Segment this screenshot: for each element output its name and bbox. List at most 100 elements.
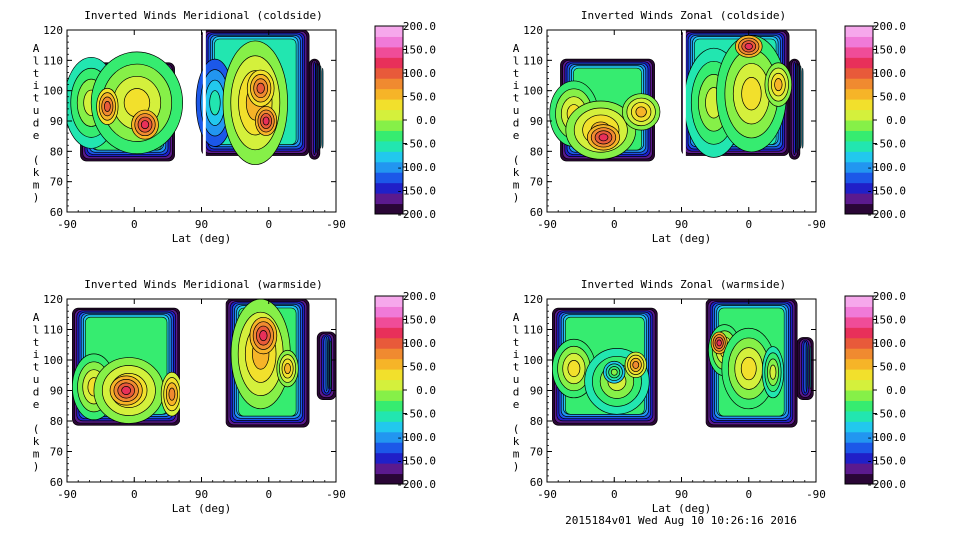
x-tick-label: 0 bbox=[265, 488, 272, 501]
panel-title: Inverted Winds Zonal (warmside) bbox=[581, 278, 786, 291]
y-tick-label: 110 bbox=[523, 324, 543, 337]
x-tick-label: -90 bbox=[806, 488, 826, 501]
x-tick-label: -90 bbox=[57, 488, 77, 501]
colorbar-tick-label: 200.0 bbox=[873, 20, 906, 33]
y-axis-label-char: ) bbox=[513, 460, 520, 473]
y-axis-label-char: t bbox=[513, 336, 520, 349]
colorbar-swatch bbox=[375, 88, 403, 100]
x-tick-label: -90 bbox=[806, 218, 826, 231]
colorbar-swatch bbox=[845, 306, 873, 318]
colorbar-swatch bbox=[375, 473, 403, 485]
colorbar-swatch bbox=[845, 452, 873, 464]
contour-level bbox=[103, 100, 111, 112]
contour-band bbox=[321, 67, 324, 149]
colorbar-swatch bbox=[375, 140, 403, 152]
x-tick-label: 0 bbox=[745, 488, 752, 501]
panel-4: Inverted Winds Zonal (warmside) -90 0 90 0 -9… bbox=[513, 278, 906, 515]
contour-field bbox=[67, 30, 324, 166]
y-axis-label-char: m bbox=[513, 447, 520, 460]
contour-band bbox=[793, 61, 796, 156]
colorbar-swatch bbox=[845, 410, 873, 422]
y-axis-label-char: t bbox=[33, 336, 40, 349]
colorbar-tick-label: -50.0 bbox=[873, 138, 906, 151]
y-axis-label-char: ( bbox=[513, 154, 520, 167]
colorbar-swatch bbox=[845, 99, 873, 111]
y-tick-label: 110 bbox=[523, 54, 543, 67]
x-tick-label: 90 bbox=[675, 488, 688, 501]
y-axis-label-char: A bbox=[513, 311, 520, 324]
colorbar-swatch bbox=[845, 473, 873, 485]
colorbar-tick-label: 200.0 bbox=[403, 290, 436, 303]
y-tick-label: 70 bbox=[50, 176, 63, 189]
colorbar-swatch bbox=[375, 327, 403, 339]
colorbar-tick-label: 0.0 bbox=[416, 114, 436, 127]
y-axis-label-char: ) bbox=[513, 191, 520, 204]
colorbar-swatch bbox=[375, 463, 403, 475]
y-tick-label: 120 bbox=[523, 24, 543, 37]
no-data-gap bbox=[682, 30, 686, 162]
y-axis-label-char: d bbox=[33, 385, 40, 398]
colorbar-tick-label: 0.0 bbox=[886, 384, 906, 397]
y-axis-label-char: ) bbox=[33, 191, 40, 204]
colorbar-swatch bbox=[375, 390, 403, 401]
panel-3: Inverted Winds Meridional (warmside) -90 0… bbox=[33, 278, 436, 515]
colorbar-swatch bbox=[845, 400, 873, 412]
colorbar-swatch bbox=[375, 431, 403, 443]
y-axis-label-char: u bbox=[33, 373, 40, 386]
colorbar-swatch bbox=[375, 57, 403, 69]
colorbar-swatch bbox=[375, 99, 403, 111]
x-axis-label: Lat (deg) bbox=[652, 502, 712, 515]
colorbar-swatch bbox=[375, 348, 403, 360]
y-axis-label-char: m bbox=[513, 178, 520, 191]
y-tick-label: 80 bbox=[530, 145, 543, 158]
colorbar-swatch bbox=[375, 78, 403, 90]
colorbar-tick-label: -200.0 bbox=[396, 478, 436, 491]
contour-level bbox=[774, 78, 783, 92]
contour-band bbox=[797, 64, 800, 151]
contour-band bbox=[313, 61, 316, 156]
colorbar-tick-label: -200.0 bbox=[866, 208, 906, 221]
contour-level bbox=[740, 356, 757, 381]
colorbar-swatch bbox=[375, 421, 403, 433]
y-tick-label: 60 bbox=[50, 476, 63, 489]
y-axis-label-char: t bbox=[33, 92, 40, 105]
contour-level bbox=[140, 120, 150, 130]
y-axis-label-char: u bbox=[33, 104, 40, 117]
y-tick-label: 90 bbox=[50, 115, 63, 128]
y-tick-label: 100 bbox=[523, 85, 543, 98]
colorbar-swatch bbox=[845, 67, 873, 79]
colorbar-swatch bbox=[375, 130, 403, 142]
colorbar-swatch bbox=[845, 421, 873, 433]
colorbar-swatch bbox=[845, 431, 873, 443]
colorbar-tick-label: -200.0 bbox=[396, 208, 436, 221]
contour-level bbox=[769, 364, 777, 380]
colorbar-swatch bbox=[375, 296, 403, 307]
x-tick-label: -90 bbox=[537, 218, 557, 231]
colorbar-swatch bbox=[375, 306, 403, 318]
colorbar: 200.0 150.0 100.0 50.0 0.0 -50.0 -100.0 -150.0 -… bbox=[844, 20, 906, 221]
y-tick-label: 60 bbox=[530, 476, 543, 489]
footer-timestamp: 2015184v01 Wed Aug 10 10:26:16 2016 bbox=[565, 514, 797, 527]
y-tick-label: 70 bbox=[50, 446, 63, 459]
colorbar-swatch bbox=[375, 193, 403, 205]
colorbar-tick-label: 100.0 bbox=[403, 67, 436, 80]
y-axis-label-char: m bbox=[33, 447, 40, 460]
contour-band bbox=[795, 62, 798, 153]
y-tick-label: 100 bbox=[43, 85, 63, 98]
contour-level bbox=[168, 387, 176, 401]
contour-level bbox=[209, 90, 221, 116]
y-tick-label: 90 bbox=[50, 385, 63, 398]
y-axis-label-char: t bbox=[33, 361, 40, 374]
colorbar-swatch bbox=[845, 327, 873, 339]
y-axis-label-char: k bbox=[33, 166, 40, 179]
y-tick-label: 100 bbox=[43, 354, 63, 367]
y-axis-label-char: l bbox=[33, 54, 40, 67]
colorbar: 200.0 150.0 100.0 50.0 0.0 -50.0 -100.0 -150.0 -… bbox=[374, 20, 436, 221]
panel-1: Inverted Winds Meridional (coldside) -90 0… bbox=[33, 9, 436, 245]
y-tick-label: 120 bbox=[43, 24, 63, 37]
colorbar-swatch bbox=[375, 172, 403, 184]
colorbar-tick-label: 0.0 bbox=[416, 384, 436, 397]
colorbar-tick-label: -150.0 bbox=[396, 185, 436, 198]
